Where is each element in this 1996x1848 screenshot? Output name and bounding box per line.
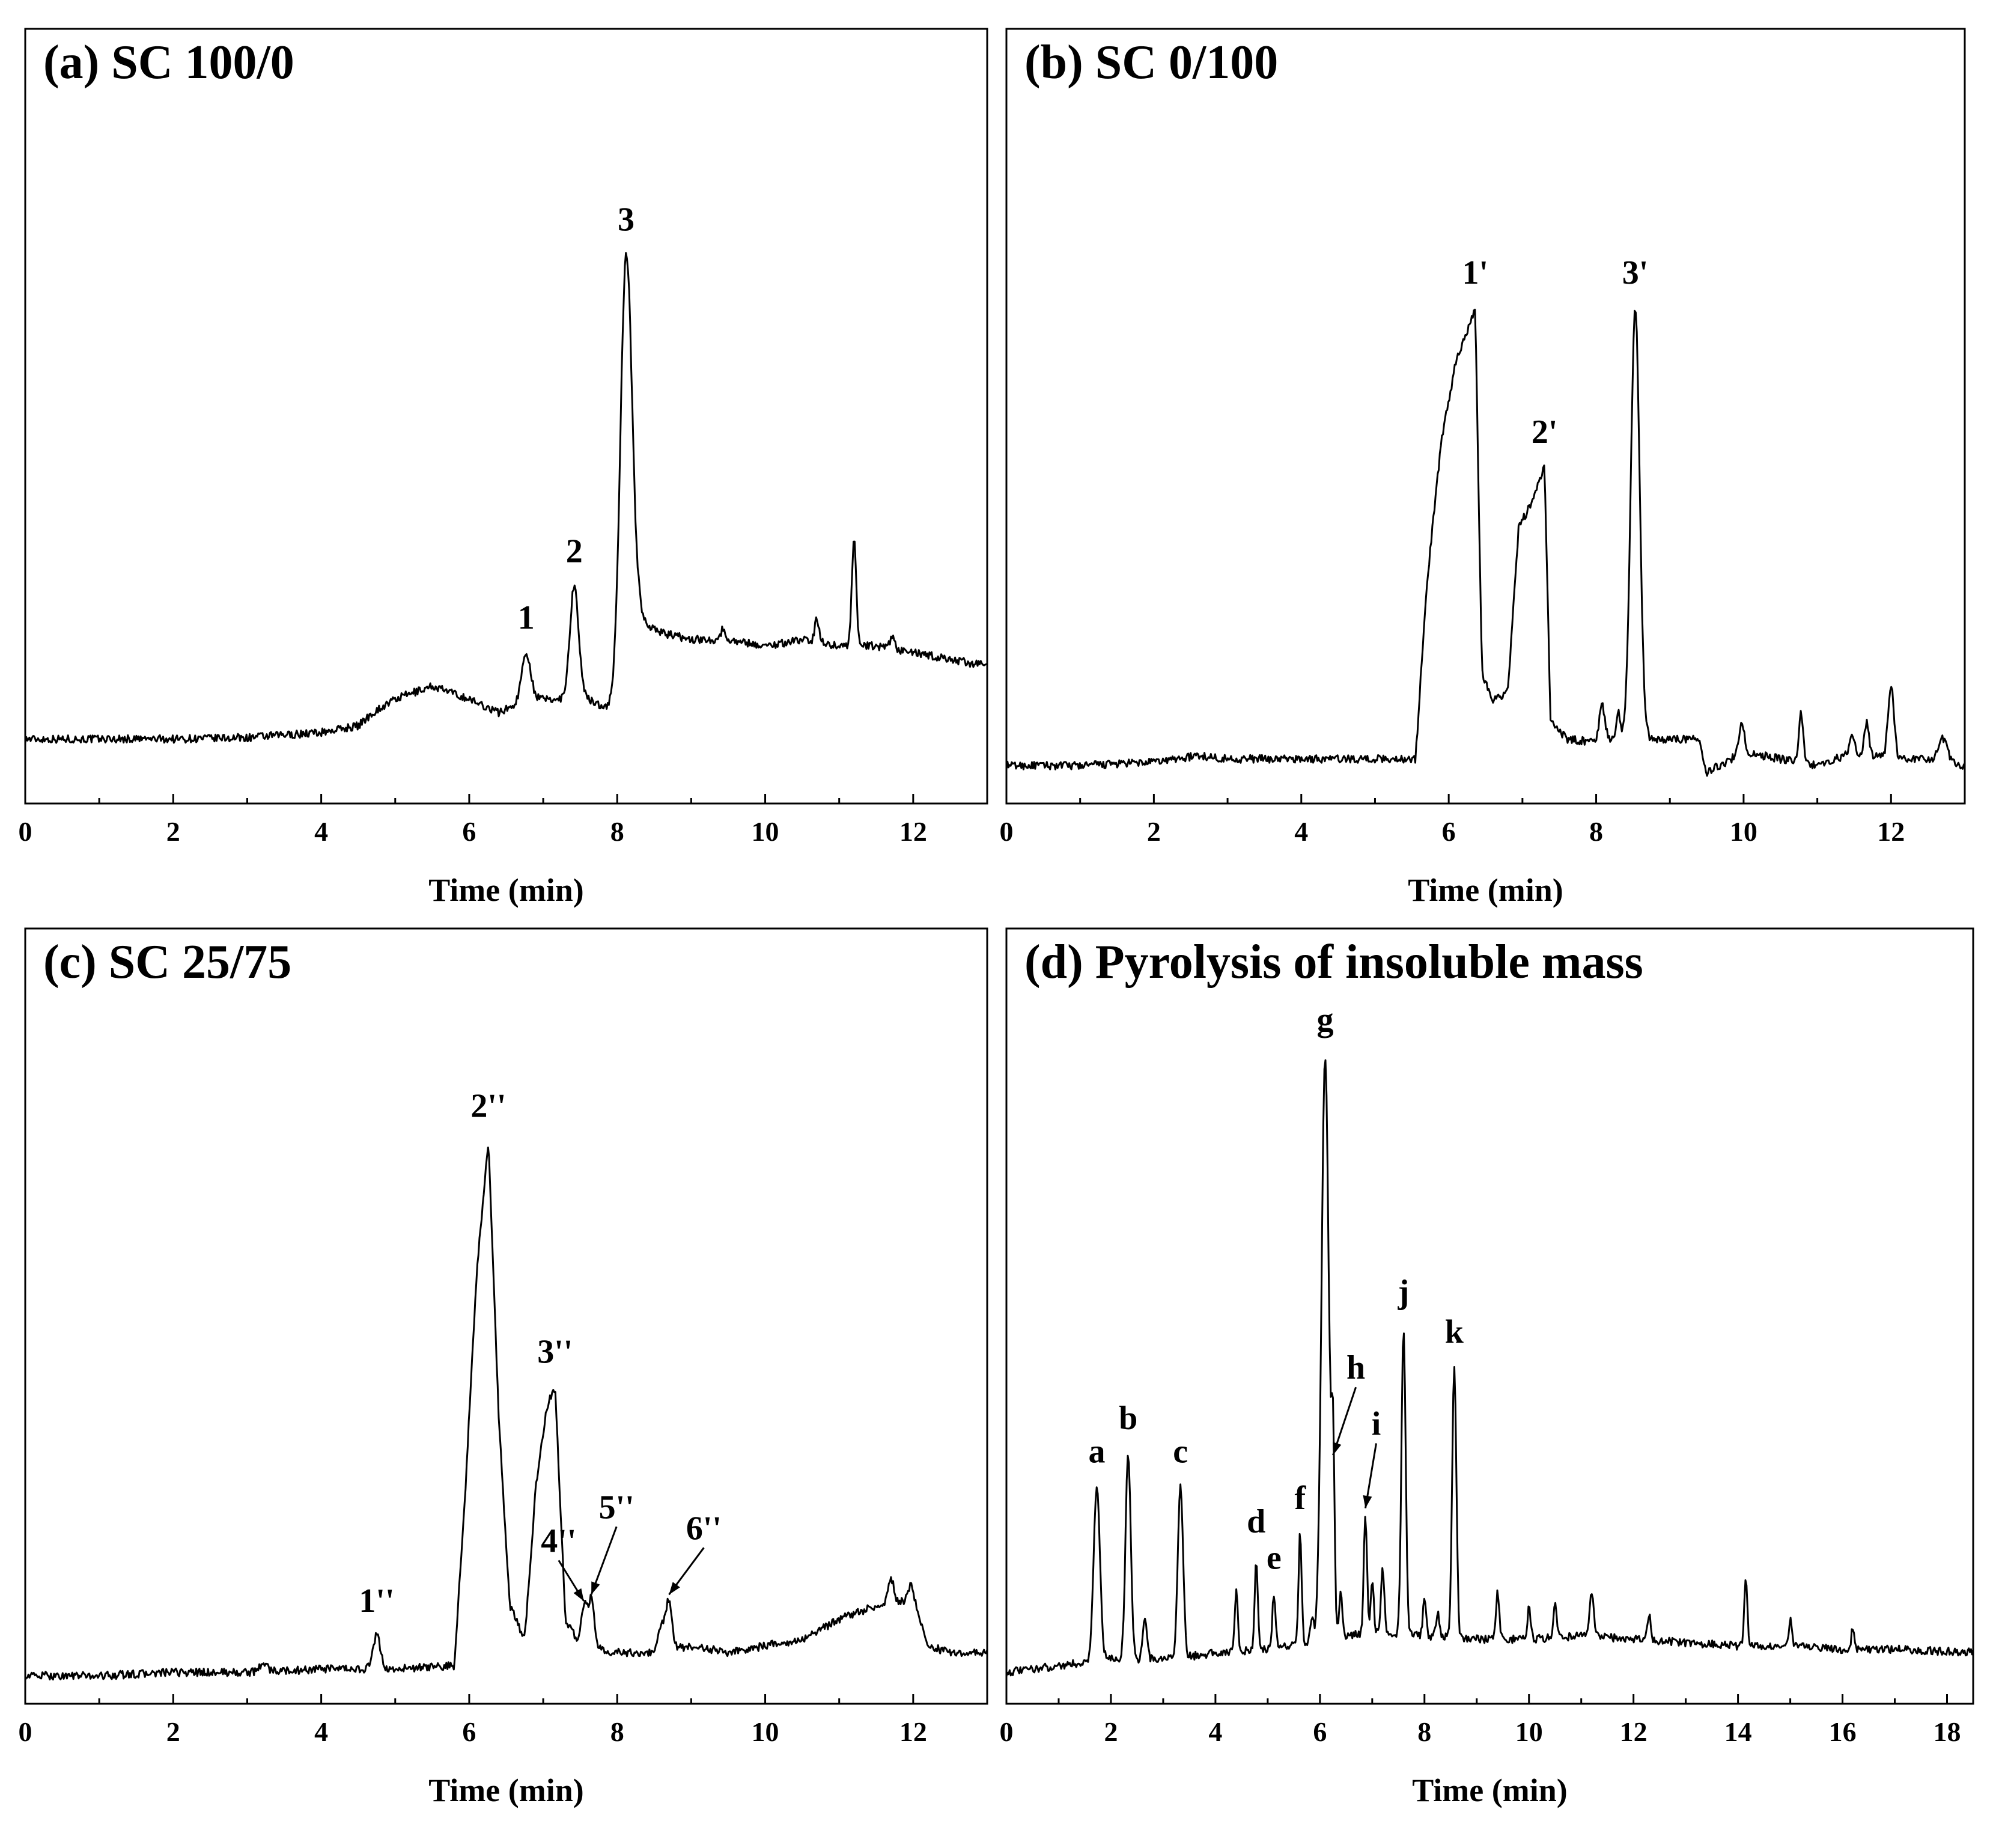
x-tick-label-d: 18 [1934,1716,1961,1747]
series-trace-c [24,1146,988,1681]
x-tick-label-c: 4 [314,1716,328,1747]
x-tick-label-d: 2 [1104,1716,1118,1747]
x-tick-label-a: 10 [752,816,779,847]
x-axis-label-b: Time (min) [1408,872,1563,908]
peak-arrow-head-d [1333,1442,1342,1456]
peak-arrow-head-c [591,1581,600,1595]
peak-label-d: k [1445,1314,1464,1351]
x-tick-label-c: 6 [462,1716,476,1747]
x-tick-label-d: 14 [1724,1716,1752,1747]
panel-d: 0 2 4 6 8 10 12 14 16 18 Time (min) (d) Pyrolysis o… [1000,927,1974,1808]
peak-label-d: j [1398,1273,1410,1311]
x-axis-label-a: Time (min) [428,872,583,908]
panel-title-c: (c) SC 25/75 [43,936,291,989]
peak-label-b: 3' [1622,254,1649,291]
peak-label-c: 4'' [541,1522,576,1560]
x-tick-label-d: 16 [1829,1716,1857,1747]
peak-label-c: 5'' [599,1489,634,1526]
x-tick-label-d: 0 [1000,1716,1014,1747]
series-trace-b [1005,308,1966,777]
panel-c: 0 2 4 6 8 10 12 Time (min) (c) SC 25/75 1'' 2'' 3''… [19,927,988,1808]
peak-label-d: d [1247,1503,1265,1540]
x-axis-label-c: Time (min) [428,1772,583,1808]
peak-label-c: 1'' [359,1582,394,1620]
x-tick-label-a: 0 [19,816,32,847]
plot-frame-b [1005,28,1966,805]
peak-label-d: g [1317,1001,1334,1038]
peak-label-b: 2' [1532,413,1558,451]
x-tick-label-d: 4 [1208,1716,1222,1747]
peak-label-a: 1 [518,599,535,636]
x-tick-label-b: 0 [1000,816,1014,847]
peak-label-d: h [1346,1349,1365,1386]
peak-arrow-head-c [669,1582,680,1595]
panel-title-b: (b) SC 0/100 [1024,36,1278,89]
x-tick-label-d: 12 [1620,1716,1648,1747]
x-tick-label-d: 6 [1313,1716,1327,1747]
peak-label-a: 3 [618,201,634,239]
x-tick-label-b: 10 [1730,816,1757,847]
peak-label-c: 3'' [537,1334,573,1371]
x-tick-label-d: 10 [1515,1716,1543,1747]
peak-label-d: e [1267,1539,1282,1576]
peak-label-c: 6'' [686,1510,722,1547]
peak-label-d: a [1088,1433,1105,1470]
peak-label-a: 2 [566,533,583,570]
x-tick-label-d: 8 [1417,1716,1431,1747]
panel-title-a: (a) SC 100/0 [43,36,294,89]
peak-label-d: b [1119,1400,1137,1437]
x-tick-label-c: 8 [610,1716,624,1747]
x-tick-label-c: 2 [166,1716,180,1747]
x-tick-label-a: 2 [166,816,180,847]
x-tick-label-b: 8 [1589,816,1603,847]
peak-label-d: i [1372,1406,1381,1443]
x-tick-label-a: 6 [462,816,476,847]
peak-arrow-head-c [573,1588,584,1602]
panel-b: 0 2 4 6 8 10 12 Time (min) (b) SC 0/100 1' 2' 3' [1000,28,1966,908]
x-tick-label-b: 2 [1147,816,1161,847]
x-tick-label-b: 6 [1442,816,1456,847]
x-tick-label-c: 12 [899,1716,927,1747]
x-tick-label-c: 0 [19,1716,32,1747]
x-tick-label-a: 8 [610,816,624,847]
peak-label-d: f [1294,1480,1306,1517]
x-axis-label-d: Time (min) [1412,1772,1567,1808]
peak-label-b: 1' [1462,254,1489,291]
x-tick-label-a: 4 [314,816,328,847]
plot-frame-a [24,28,988,805]
x-tick-label-b: 4 [1294,816,1308,847]
series-trace-a [24,252,988,744]
x-tick-label-a: 12 [899,816,927,847]
plot-frame-d [1005,927,1974,1705]
peak-arrow-head-d [1363,1495,1372,1508]
x-tick-label-c: 10 [752,1716,779,1747]
x-tick-label-b: 12 [1877,816,1905,847]
panel-title-d: (d) Pyrolysis of insoluble mass [1024,936,1643,989]
plot-frame-c [24,927,988,1705]
peak-label-c: 2'' [470,1088,506,1125]
peak-label-d: c [1173,1433,1188,1470]
series-trace-d [1005,1059,1974,1677]
